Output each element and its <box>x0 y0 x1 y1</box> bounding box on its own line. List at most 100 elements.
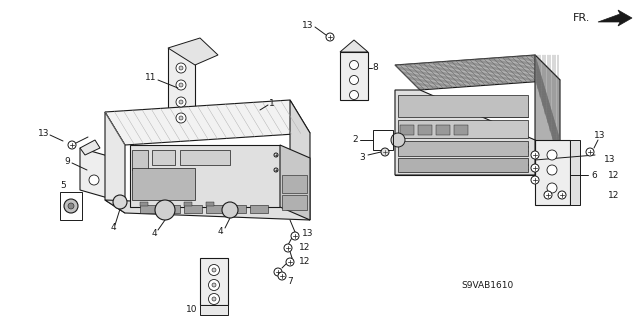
Bar <box>418 125 432 135</box>
Polygon shape <box>200 258 228 305</box>
Text: 12: 12 <box>300 257 310 266</box>
Circle shape <box>89 175 99 185</box>
Polygon shape <box>535 55 560 165</box>
Polygon shape <box>570 140 580 205</box>
Circle shape <box>547 150 557 160</box>
Polygon shape <box>80 140 100 155</box>
Circle shape <box>547 165 557 175</box>
Text: 4: 4 <box>151 228 157 238</box>
Bar <box>132 168 195 200</box>
Circle shape <box>558 191 566 199</box>
Text: S9VAB1610: S9VAB1610 <box>461 280 513 290</box>
Polygon shape <box>80 148 108 198</box>
Bar <box>400 125 414 135</box>
Circle shape <box>391 133 405 147</box>
Circle shape <box>544 191 552 199</box>
Bar <box>454 125 468 135</box>
Bar <box>162 202 170 206</box>
Polygon shape <box>340 52 368 100</box>
Circle shape <box>349 61 358 70</box>
Circle shape <box>326 33 334 41</box>
Text: 4: 4 <box>110 224 116 233</box>
Bar <box>184 205 202 213</box>
Bar <box>180 150 230 165</box>
Circle shape <box>274 153 278 157</box>
Text: 11: 11 <box>145 73 157 83</box>
Bar <box>373 130 393 150</box>
Text: 5: 5 <box>60 182 66 190</box>
Text: 12: 12 <box>518 145 530 154</box>
Circle shape <box>179 100 183 104</box>
Polygon shape <box>168 38 218 65</box>
Bar <box>140 205 158 213</box>
Circle shape <box>278 272 286 280</box>
Polygon shape <box>200 305 228 315</box>
Bar <box>282 175 307 193</box>
Circle shape <box>179 116 183 120</box>
Circle shape <box>176 97 186 107</box>
Circle shape <box>212 297 216 301</box>
Circle shape <box>209 264 220 276</box>
Circle shape <box>179 83 183 87</box>
Bar <box>60 192 82 220</box>
Polygon shape <box>290 100 310 220</box>
Polygon shape <box>395 90 535 175</box>
Polygon shape <box>130 145 280 207</box>
Bar <box>228 205 246 213</box>
Circle shape <box>68 203 74 209</box>
Circle shape <box>547 183 557 193</box>
Circle shape <box>176 113 186 123</box>
Bar <box>140 202 148 206</box>
Text: 1: 1 <box>269 99 275 108</box>
Circle shape <box>222 202 238 218</box>
Polygon shape <box>105 100 310 145</box>
Bar <box>152 150 175 165</box>
Circle shape <box>586 148 594 156</box>
Circle shape <box>531 176 539 184</box>
Circle shape <box>179 66 183 70</box>
Text: 13: 13 <box>595 130 605 139</box>
Circle shape <box>212 283 216 287</box>
Circle shape <box>209 293 220 305</box>
Circle shape <box>286 258 294 266</box>
Circle shape <box>68 141 76 149</box>
Circle shape <box>381 148 389 156</box>
Bar <box>398 120 528 138</box>
Circle shape <box>531 164 539 172</box>
Text: 8: 8 <box>372 63 378 72</box>
Polygon shape <box>598 10 632 26</box>
Polygon shape <box>105 112 125 213</box>
Polygon shape <box>395 55 560 90</box>
Bar <box>250 205 268 213</box>
Circle shape <box>274 268 282 276</box>
Text: 6: 6 <box>591 170 597 180</box>
Bar <box>398 158 528 172</box>
Circle shape <box>349 91 358 100</box>
Polygon shape <box>340 40 368 52</box>
Bar <box>162 205 180 213</box>
Text: 13: 13 <box>302 20 314 29</box>
Bar <box>206 202 214 206</box>
Text: 12: 12 <box>608 170 620 180</box>
Text: FR.: FR. <box>573 13 590 23</box>
Text: 10: 10 <box>186 306 197 315</box>
Text: 13: 13 <box>302 229 314 239</box>
Text: 7: 7 <box>287 277 293 286</box>
Bar <box>398 95 528 117</box>
Circle shape <box>64 199 78 213</box>
Circle shape <box>284 244 292 252</box>
Polygon shape <box>280 145 310 220</box>
Text: 12: 12 <box>518 164 530 173</box>
Circle shape <box>209 279 220 291</box>
Bar <box>436 125 450 135</box>
Polygon shape <box>535 140 570 205</box>
Bar <box>132 150 148 170</box>
Circle shape <box>113 195 127 209</box>
Polygon shape <box>168 48 195 130</box>
Circle shape <box>212 268 216 272</box>
Text: 4: 4 <box>217 226 223 235</box>
Bar <box>398 141 528 156</box>
Bar <box>282 195 307 210</box>
Bar <box>184 202 192 206</box>
Text: 13: 13 <box>604 155 616 165</box>
